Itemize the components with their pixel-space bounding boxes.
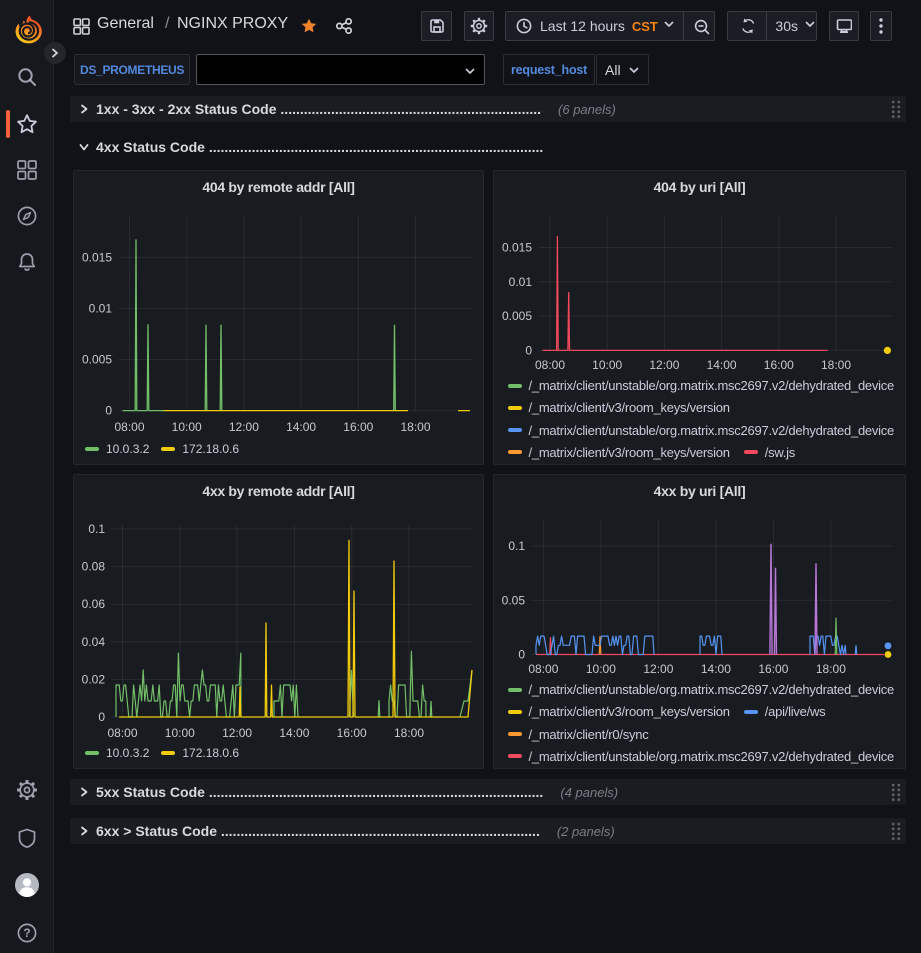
svg-text:16:00: 16:00 bbox=[343, 420, 373, 434]
svg-text:0: 0 bbox=[525, 343, 532, 357]
svg-text:0.02: 0.02 bbox=[82, 672, 106, 686]
svg-text:0.005: 0.005 bbox=[82, 353, 112, 367]
svg-text:14:00: 14:00 bbox=[707, 358, 737, 372]
svg-text:0.01: 0.01 bbox=[509, 275, 533, 289]
svg-text:16:00: 16:00 bbox=[758, 662, 788, 676]
svg-text:08:00: 08:00 bbox=[528, 662, 558, 676]
svg-text:12:00: 12:00 bbox=[649, 358, 679, 372]
svg-text:14:00: 14:00 bbox=[701, 662, 731, 676]
svg-text:12:00: 12:00 bbox=[643, 662, 673, 676]
svg-text:18:00: 18:00 bbox=[400, 420, 430, 434]
svg-text:18:00: 18:00 bbox=[394, 726, 424, 740]
svg-text:0.01: 0.01 bbox=[89, 301, 113, 315]
svg-text:0: 0 bbox=[105, 404, 112, 418]
svg-text:0.06: 0.06 bbox=[82, 597, 106, 611]
svg-text:0.1: 0.1 bbox=[508, 539, 525, 553]
svg-text:10:00: 10:00 bbox=[165, 726, 195, 740]
svg-text:0.015: 0.015 bbox=[82, 250, 112, 264]
svg-text:10:00: 10:00 bbox=[586, 662, 616, 676]
svg-text:18:00: 18:00 bbox=[821, 358, 851, 372]
svg-text:0: 0 bbox=[98, 710, 105, 724]
svg-text:14:00: 14:00 bbox=[286, 420, 316, 434]
svg-text:10:00: 10:00 bbox=[592, 358, 622, 372]
svg-text:0: 0 bbox=[518, 648, 525, 662]
svg-text:18:00: 18:00 bbox=[816, 662, 846, 676]
svg-text:0.005: 0.005 bbox=[502, 309, 532, 323]
svg-text:?: ? bbox=[23, 926, 30, 940]
svg-text:0.05: 0.05 bbox=[502, 593, 526, 607]
svg-text:08:00: 08:00 bbox=[114, 420, 144, 434]
svg-text:08:00: 08:00 bbox=[107, 726, 137, 740]
svg-text:16:00: 16:00 bbox=[337, 726, 367, 740]
svg-text:0.015: 0.015 bbox=[502, 241, 532, 255]
svg-text:10:00: 10:00 bbox=[172, 420, 202, 434]
svg-text:14:00: 14:00 bbox=[279, 726, 309, 740]
svg-text:08:00: 08:00 bbox=[535, 358, 565, 372]
svg-text:0.04: 0.04 bbox=[82, 635, 106, 649]
svg-text:0.1: 0.1 bbox=[88, 522, 105, 536]
svg-text:12:00: 12:00 bbox=[229, 420, 259, 434]
svg-text:0.08: 0.08 bbox=[82, 560, 106, 574]
svg-text:16:00: 16:00 bbox=[764, 358, 794, 372]
svg-text:12:00: 12:00 bbox=[222, 726, 252, 740]
